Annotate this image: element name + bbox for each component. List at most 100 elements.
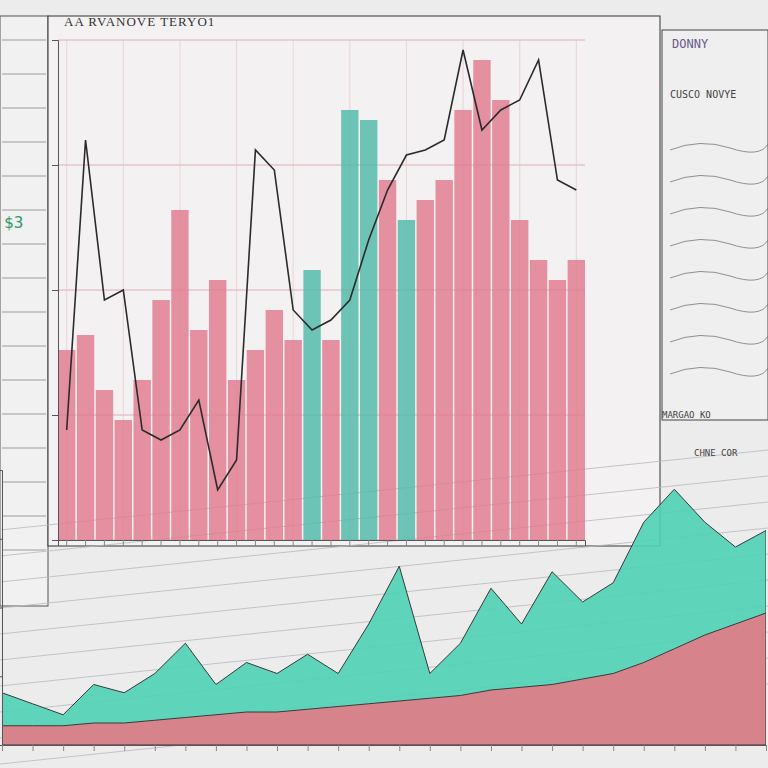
tick-mark (0, 745, 2, 746)
tick-mark (124, 745, 125, 751)
bar (568, 260, 585, 540)
area (2, 613, 766, 745)
tick-mark (369, 745, 370, 751)
tick-mark (0, 676, 2, 677)
panel-rule (2, 380, 46, 381)
x-axis (3, 745, 767, 751)
tick (217, 540, 218, 546)
tick (236, 540, 237, 546)
panel-rule (2, 40, 46, 41)
tick-mark (104, 540, 105, 546)
bar (473, 60, 490, 540)
tick (85, 540, 86, 546)
tick-mark (330, 540, 331, 546)
tick (161, 540, 162, 546)
bar (115, 420, 132, 540)
tick (613, 745, 614, 751)
tick (293, 540, 294, 546)
panel-sketch (670, 143, 768, 152)
panel-rule (2, 210, 46, 211)
panel-sketch (670, 335, 768, 344)
line (67, 50, 577, 490)
panel-sketch (670, 207, 768, 216)
bar (454, 110, 471, 540)
tick (444, 540, 445, 546)
tick-mark (766, 745, 767, 751)
tick (735, 745, 736, 751)
tick (557, 540, 558, 546)
tick (312, 540, 313, 546)
tick (0, 539, 2, 540)
bar (398, 220, 415, 540)
tick (155, 745, 156, 751)
bar (322, 340, 339, 540)
tick-mark (399, 745, 400, 751)
tick-mark (198, 540, 199, 546)
tick-mark (312, 540, 313, 546)
bar (492, 100, 509, 540)
panel-sketch (670, 303, 768, 312)
grid-line (58, 40, 585, 41)
tick (0, 745, 2, 746)
tick (198, 540, 199, 546)
tick (576, 540, 577, 546)
tick (349, 540, 350, 546)
bar (77, 335, 94, 540)
tick (500, 540, 501, 546)
tick-mark (308, 745, 309, 751)
tick (94, 745, 95, 751)
right-panel (662, 30, 768, 420)
panel-rule (2, 74, 46, 75)
bar (379, 180, 396, 540)
tick (0, 676, 2, 677)
tick (538, 540, 539, 546)
panel-rule (2, 414, 46, 415)
axis-line (59, 541, 586, 547)
tick (2, 745, 3, 751)
axis-line (0, 471, 3, 746)
tick-mark (735, 745, 736, 751)
tick (460, 745, 461, 751)
panel-sketch (670, 175, 768, 184)
tick-mark (179, 540, 180, 546)
y-axis (0, 471, 3, 746)
tick-mark (538, 540, 539, 546)
tick-mark (217, 540, 218, 546)
tick (430, 745, 431, 751)
bar (152, 300, 169, 540)
tick-mark (491, 745, 492, 751)
chart-frame (48, 16, 660, 546)
grid (58, 40, 585, 540)
bar (58, 350, 75, 540)
tick (66, 540, 67, 546)
chart (0, 471, 767, 752)
annotation: $3 (4, 213, 23, 232)
tick (33, 745, 34, 751)
bar (247, 350, 264, 540)
tick-mark (293, 540, 294, 546)
tick-mark (481, 540, 482, 546)
tick (63, 745, 64, 751)
panel-rule (2, 516, 46, 517)
tick-mark (277, 745, 278, 751)
tick (179, 540, 180, 546)
panel-sketch (670, 271, 768, 280)
bar (285, 340, 302, 540)
tick-mark (66, 540, 67, 546)
tick-mark (0, 470, 2, 471)
annotation: MARGAO KO (662, 410, 711, 420)
tick (123, 540, 124, 546)
panel-rule (2, 346, 46, 347)
tick (124, 745, 125, 751)
tick-mark (500, 540, 501, 546)
tick-mark (444, 540, 445, 546)
tick (142, 540, 143, 546)
bar (436, 180, 453, 540)
tick-mark (85, 540, 86, 546)
tick-mark (52, 415, 58, 416)
tick-mark (644, 745, 645, 751)
tick-mark (236, 540, 237, 546)
tick-mark (552, 745, 553, 751)
tick (0, 608, 2, 609)
tick-mark (583, 745, 584, 751)
